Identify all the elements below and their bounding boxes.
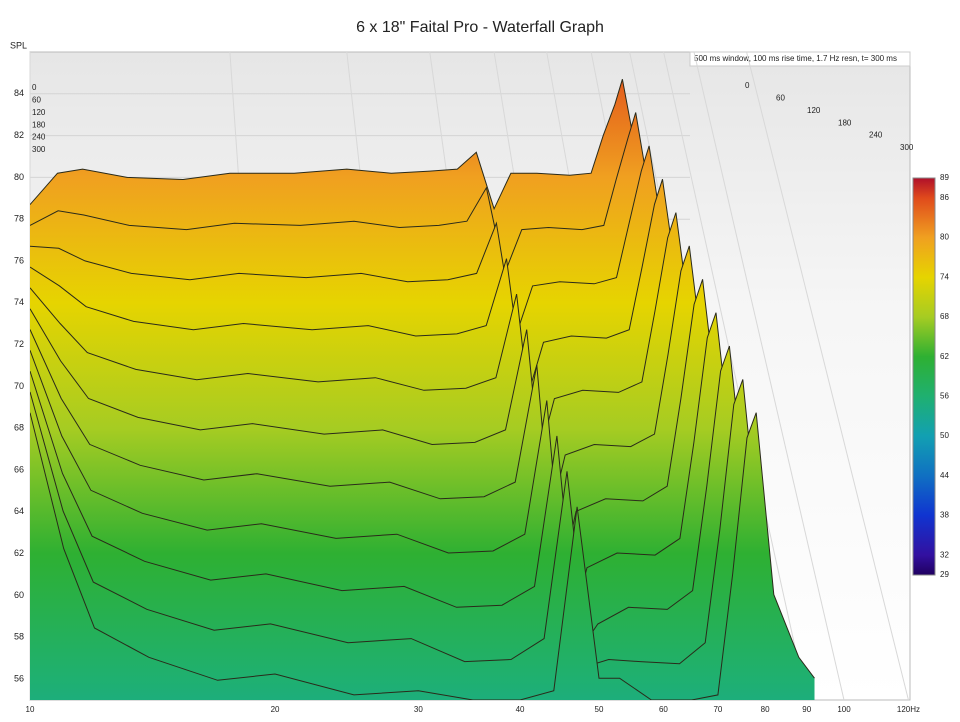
y-tick-label: 84 — [14, 88, 24, 98]
colorbar-tick-label: 56 — [940, 391, 949, 400]
y-tick-label: 72 — [14, 339, 24, 349]
z-tick-label: 120 — [32, 108, 46, 117]
colorbar-tick-label: 50 — [940, 431, 949, 440]
z-tick-label: 300 — [900, 143, 914, 152]
colorbar-tick-label: 74 — [940, 272, 949, 281]
y-tick-label: 70 — [14, 381, 24, 391]
waterfall — [30, 79, 815, 700]
slice-line — [30, 245, 743, 658]
x-tick-label: 10 — [26, 705, 35, 714]
colorbar-tick-label: 89 — [940, 173, 949, 182]
grid-line — [746, 51, 909, 701]
z-tick-label: 0 — [745, 81, 750, 90]
z-tick-label: 240 — [32, 133, 46, 142]
slice-line — [30, 212, 729, 646]
annotation-box — [689, 51, 911, 67]
x-tick-label: 120Hz — [897, 705, 920, 714]
x-tick-label: 90 — [802, 705, 811, 714]
slice-line — [30, 112, 685, 608]
x-tick-label: 80 — [761, 705, 770, 714]
colorbar — [912, 177, 936, 576]
y-tick-label: 76 — [14, 255, 24, 265]
z-tick-label: 240 — [869, 131, 883, 140]
grid-line — [693, 51, 845, 701]
x-tick-label: 60 — [659, 705, 668, 714]
y-tick-label: 64 — [14, 506, 24, 516]
colorbar-tick-label: 86 — [940, 193, 949, 202]
slice-line — [30, 345, 787, 675]
slice-line — [30, 312, 772, 673]
slice-fill — [30, 412, 815, 700]
y-axis-label: SPL — [10, 40, 27, 50]
colorbar-tick-label: 38 — [940, 511, 949, 520]
z-tick-label: 180 — [32, 120, 46, 129]
colorbar-tick-label: 32 — [940, 550, 949, 559]
chart-title: 6 x 18" Faital Pro - Waterfall Graph — [356, 19, 604, 36]
colorbar-tick-label: 44 — [940, 471, 949, 480]
x-tick-label: 30 — [414, 705, 423, 714]
colorbar-tick-label: 80 — [940, 233, 949, 242]
x-tick-label: 70 — [713, 705, 722, 714]
annotation: 500 ms window, 100 ms rise time, 1.7 Hz … — [694, 54, 897, 63]
grid-line — [663, 51, 808, 701]
slice-line — [30, 179, 714, 633]
y-tick-label: 80 — [14, 172, 24, 182]
y-tick-label: 82 — [14, 130, 24, 140]
z-tick-label: 0 — [32, 83, 37, 92]
slice-line — [30, 412, 815, 700]
slice-line — [30, 145, 700, 621]
slice-line — [30, 379, 801, 677]
slice-line — [30, 79, 671, 596]
y-tick-label: 58 — [14, 632, 24, 642]
y-tick-label: 66 — [14, 464, 24, 474]
slice-line — [30, 279, 758, 671]
z-tick-label: 60 — [776, 94, 785, 103]
x-tick-label: 100 — [837, 705, 851, 714]
colorbar-tick-label: 68 — [940, 312, 949, 321]
x-tick-label: 50 — [595, 705, 604, 714]
z-tick-label: 180 — [838, 118, 852, 127]
z-tick-label: 300 — [32, 145, 46, 154]
y-tick-label: 56 — [14, 673, 24, 683]
colorbar-tick-label: 62 — [940, 352, 949, 361]
x-tick-label: 20 — [271, 705, 280, 714]
y-tick-label: 62 — [14, 548, 24, 558]
colorbar-tick-label: 29 — [940, 570, 949, 579]
y-tick-label: 68 — [14, 423, 24, 433]
x-tick-label: 40 — [516, 705, 525, 714]
z-tick-label: 60 — [32, 96, 41, 105]
z-tick-label: 120 — [807, 106, 821, 115]
y-tick-label: 78 — [14, 214, 24, 224]
slice-fill — [30, 346, 786, 700]
y-tick-label: 74 — [14, 297, 24, 307]
y-tick-label: 60 — [14, 590, 24, 600]
